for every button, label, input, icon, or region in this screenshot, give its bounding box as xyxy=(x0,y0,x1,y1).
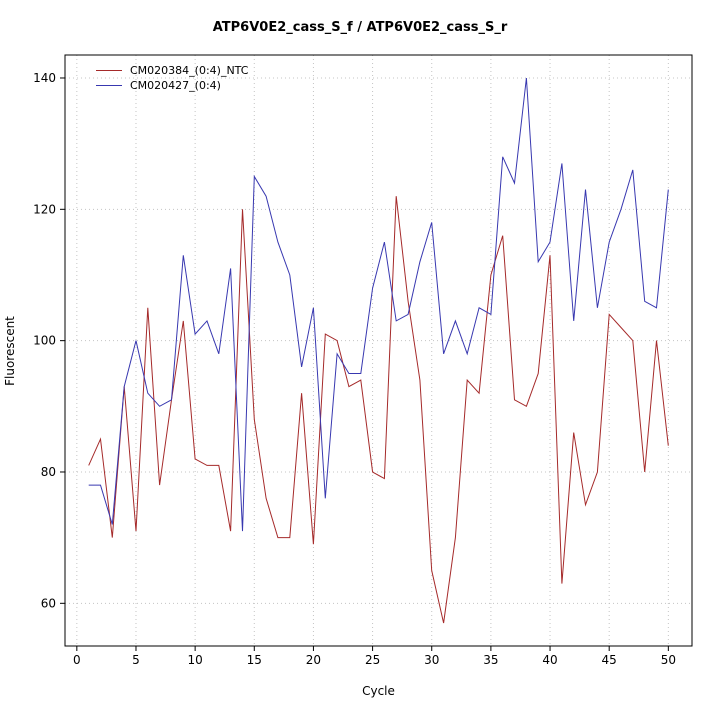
tick-label: 120 xyxy=(33,202,56,216)
legend-entry-label: CM020384_(0:4)_NTC xyxy=(130,64,249,77)
legend-entry: CM020427_(0:4) xyxy=(96,78,248,93)
tick-label: 100 xyxy=(33,334,56,348)
chart-title: ATP6V0E2_cass_S_f / ATP6V0E2_cass_S_r xyxy=(212,20,508,35)
tick-label: 30 xyxy=(424,653,439,667)
legend-entry: CM020384_(0:4)_NTC xyxy=(96,63,248,78)
legend-line-sample xyxy=(96,85,122,86)
plot-border xyxy=(64,54,693,647)
y-axis-label: Fluorescent xyxy=(3,316,17,386)
series-line-0 xyxy=(88,196,669,624)
series-line-1 xyxy=(88,77,669,532)
tick-label: 50 xyxy=(661,653,676,667)
tick-label: 40 xyxy=(542,653,557,667)
tick-label: 0 xyxy=(73,653,81,667)
tick-label: 35 xyxy=(483,653,498,667)
tick-label: 20 xyxy=(306,653,321,667)
tick-label: 10 xyxy=(187,653,202,667)
tick-label: 25 xyxy=(365,653,380,667)
tick-label: 140 xyxy=(33,71,56,85)
tick-label: 5 xyxy=(132,653,140,667)
legend-line-sample xyxy=(96,70,122,71)
tick-label: 45 xyxy=(602,653,617,667)
tick-label: 60 xyxy=(41,596,56,610)
tick-label: 80 xyxy=(41,465,56,479)
legend: CM020384_(0:4)_NTC CM020427_(0:4) xyxy=(96,63,248,93)
tick-label: 15 xyxy=(247,653,262,667)
x-axis-label: Cycle xyxy=(362,684,395,698)
legend-entry-label: CM020427_(0:4) xyxy=(130,79,221,92)
